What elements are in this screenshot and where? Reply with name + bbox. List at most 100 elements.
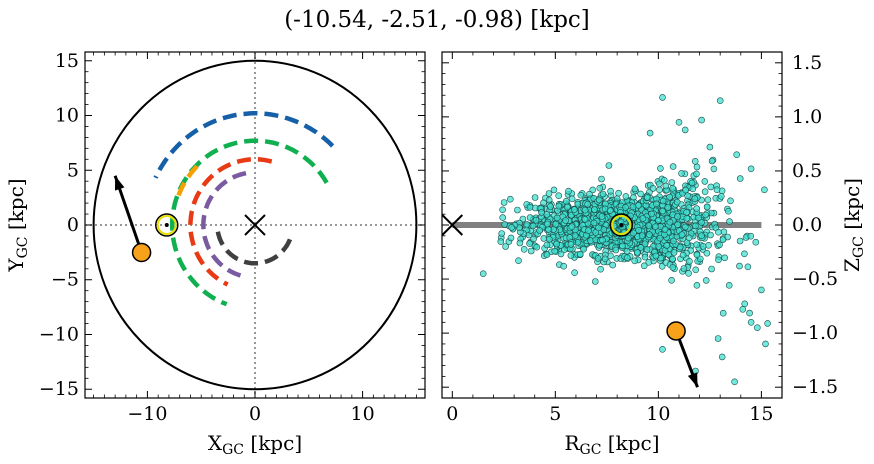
scatter-point [645, 222, 653, 229]
scatter-point [666, 193, 673, 201]
scatter-point [630, 229, 637, 237]
scatter-point [661, 226, 669, 233]
scatter-point [550, 186, 558, 194]
spiral-arm-6 [176, 164, 199, 198]
scatter-point [685, 234, 693, 242]
scatter-point [719, 309, 727, 317]
scatter-point [716, 241, 723, 249]
scatter-point [520, 246, 528, 253]
scatter-point [598, 213, 606, 220]
scatter-point [641, 253, 649, 261]
scatter-point [726, 218, 733, 225]
scatter-point [708, 265, 715, 273]
scatter-point [500, 199, 508, 206]
scatter-point [562, 197, 570, 205]
scatter-point [581, 216, 589, 223]
scatter-point [673, 198, 681, 206]
scatter-point [571, 232, 579, 239]
scatter-point [689, 185, 697, 193]
scatter-point [543, 211, 551, 218]
scatter-point [641, 240, 649, 248]
scatter-point [576, 250, 584, 258]
scatter-point [713, 186, 721, 193]
scatter-point [619, 242, 626, 250]
scatter-point [595, 196, 603, 204]
galactic-center-marker [441, 214, 464, 236]
scatter-point [560, 262, 568, 270]
scatter-point [595, 224, 602, 232]
scatter-point [605, 162, 613, 169]
scatter-point [652, 252, 660, 260]
scatter-point [637, 190, 644, 198]
scatter-point [601, 255, 609, 263]
scatter-point [675, 119, 683, 126]
scatter-point [591, 206, 598, 213]
scatter-point [645, 231, 653, 238]
scatter-point [736, 237, 744, 245]
spiral-arm-4 [201, 171, 247, 279]
scatter-point [543, 251, 551, 258]
scatter-point [668, 276, 675, 284]
scatter-point [540, 199, 547, 207]
scatter-point [567, 241, 575, 248]
scatter-point [589, 186, 597, 194]
scatter-point [555, 202, 563, 210]
scatter-point [536, 227, 543, 234]
scatter-point [645, 258, 653, 266]
scatter-point [703, 249, 711, 257]
scatter-point [571, 269, 578, 277]
scatter-point [741, 250, 748, 258]
scatter-point [633, 249, 641, 256]
scatter-point [680, 265, 688, 272]
scatter-point [529, 222, 537, 230]
scatter-point [606, 207, 614, 214]
scatter-point [691, 195, 699, 202]
scatter-point [746, 309, 753, 317]
scatter-point [538, 209, 545, 216]
scatter-point [553, 240, 561, 248]
scatter-point [669, 163, 677, 170]
scatter-point [498, 230, 506, 237]
y-tick-label: 0.5 [792, 160, 822, 182]
scatter-point [599, 190, 607, 198]
scatter-point [714, 335, 722, 342]
scatter-point [747, 232, 755, 240]
scatter-point [703, 203, 711, 211]
scatter-point [681, 223, 689, 231]
scatter-point [669, 264, 677, 271]
scatter-point [523, 221, 531, 228]
scatter-point [545, 236, 553, 243]
scatter-point [624, 234, 632, 242]
scatter-point [676, 243, 684, 251]
scatter-point [753, 324, 761, 332]
spiral-arm-5 [215, 231, 293, 266]
sun-marker-dot [164, 223, 169, 227]
scatter-point [719, 236, 727, 243]
scatter-point [688, 179, 696, 187]
scatter-point [725, 207, 732, 215]
scatter-point [532, 216, 540, 224]
scatter-point [736, 175, 744, 182]
scatter-point [516, 239, 524, 247]
sun-marker-dot [619, 223, 624, 227]
scatter-point [568, 223, 576, 230]
scatter-point [514, 206, 521, 214]
scatter-point [615, 189, 622, 197]
scatter-point [691, 158, 699, 165]
scatter-point [693, 205, 701, 212]
scatter-point [515, 257, 522, 265]
scatter-point [659, 197, 667, 205]
scatter-point [686, 257, 693, 265]
scatter-point [643, 194, 651, 201]
scatter-point [631, 185, 639, 193]
scatter-point [622, 193, 630, 200]
scatter-point [609, 261, 617, 269]
scatter-point [638, 232, 646, 239]
sun-marker-outer [609, 213, 634, 237]
scatter-point [747, 165, 755, 173]
left-xlabel: XGC [kpc] [208, 431, 302, 458]
scatter-point [659, 94, 666, 101]
left-panel: −10 0 10 −15 −10 −5 0 5 10 15 XGC [kpc] YGC [kpc] [4, 50, 426, 458]
y-tick-label: 5 [67, 159, 79, 181]
